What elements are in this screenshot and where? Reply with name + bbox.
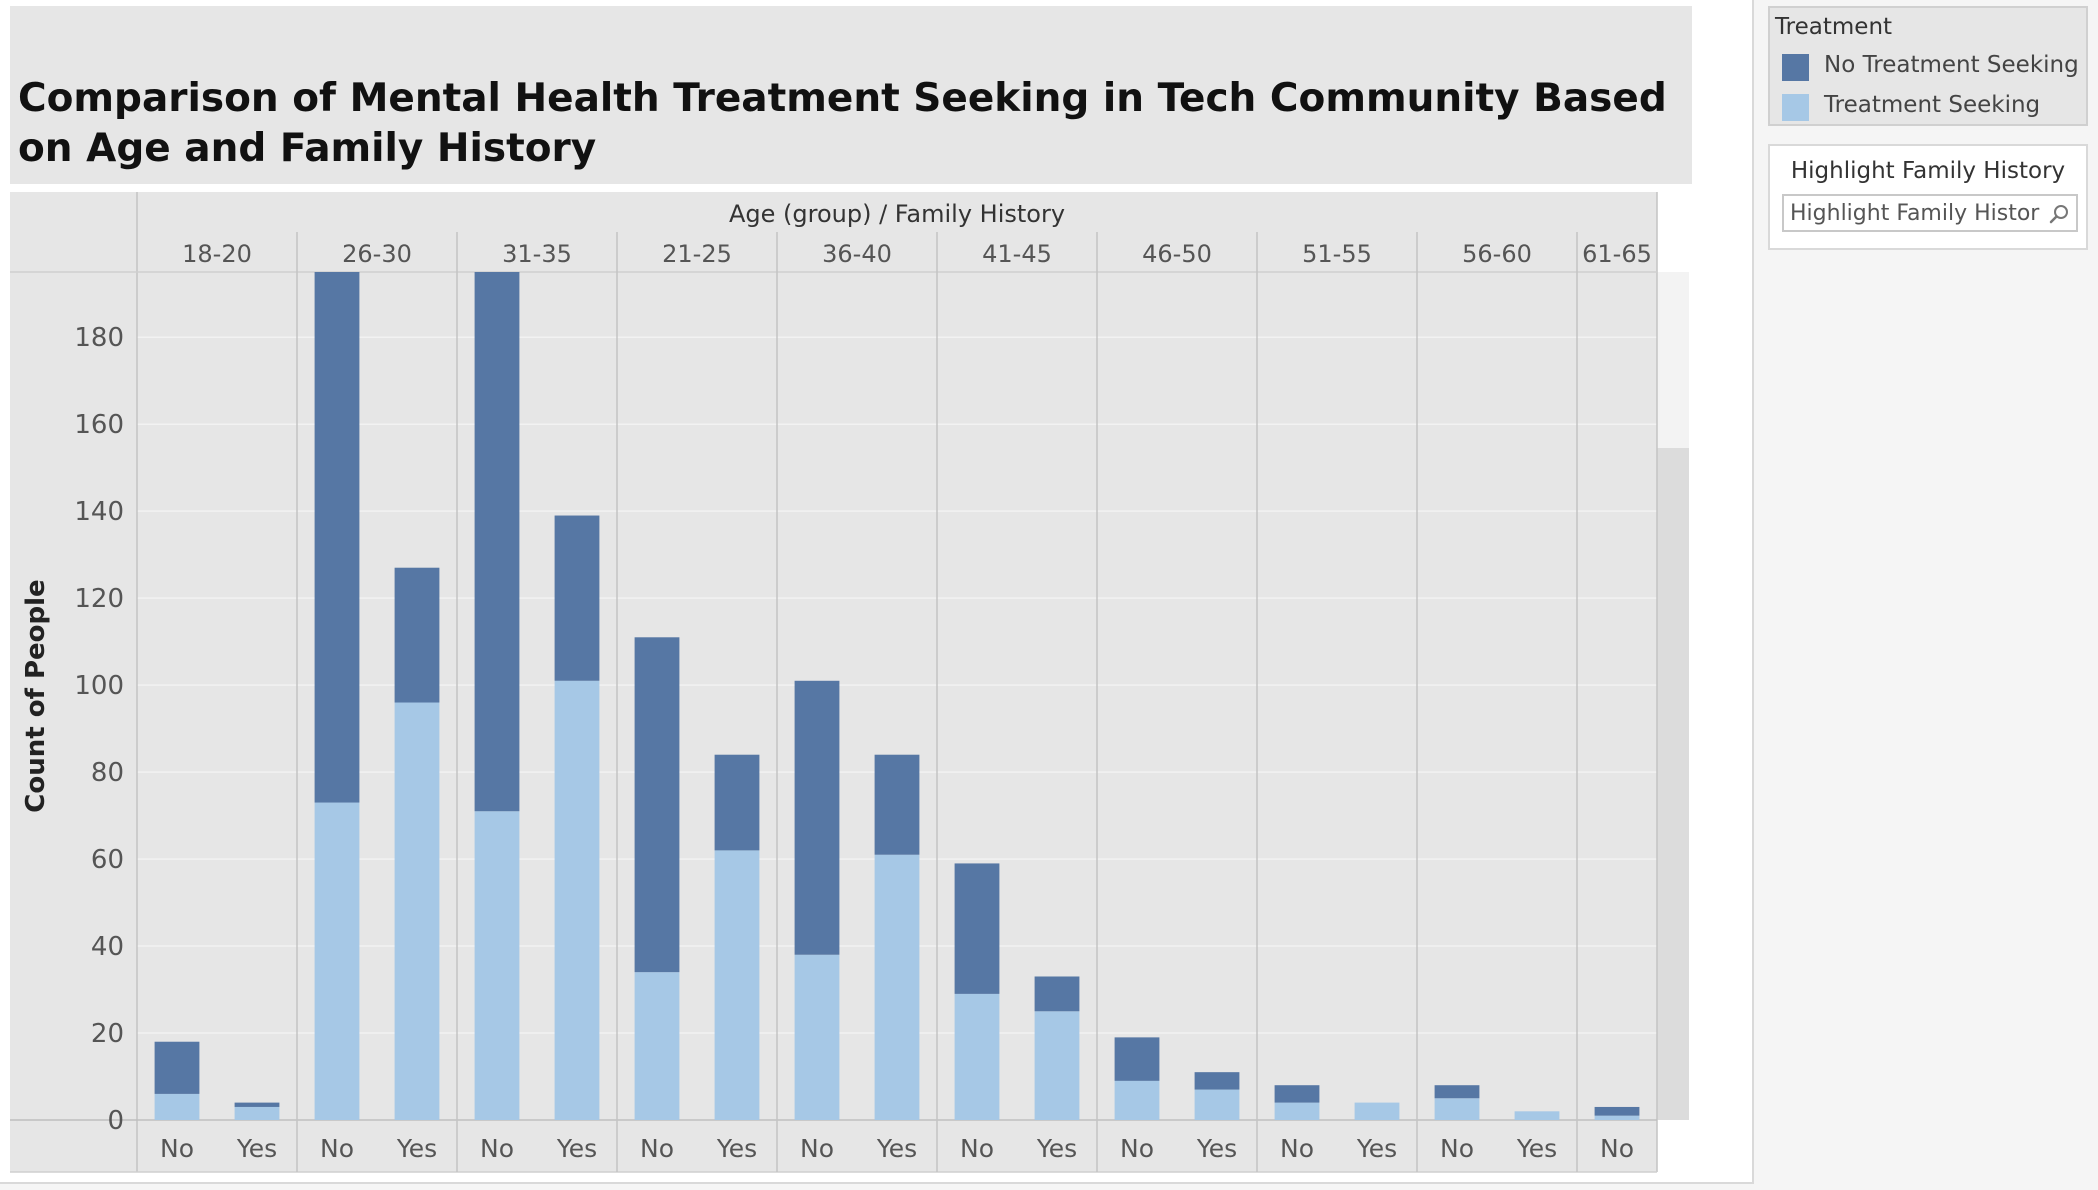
sub-label: No — [320, 1134, 354, 1163]
group-label: 18-20 — [182, 240, 252, 268]
search-icon[interactable] — [2048, 203, 2070, 225]
highlight-search-input[interactable] — [1790, 199, 2040, 227]
header-label: Age (group) / Family History — [729, 200, 1065, 228]
sub-label: No — [640, 1134, 674, 1163]
y-tick-label: 40 — [91, 932, 124, 962]
legend-swatch — [1782, 94, 1809, 121]
bar-no-treatment-seeking — [474, 272, 520, 812]
sub-label: Yes — [236, 1134, 277, 1163]
bar-treatment-seeking — [474, 811, 520, 1120]
bar-no-treatment-seeking — [154, 1041, 200, 1094]
bar-no-treatment-seeking — [1434, 1085, 1480, 1099]
bar-treatment-seeking — [1514, 1111, 1560, 1120]
bar-no-treatment-seeking — [1114, 1037, 1160, 1081]
sub-label: No — [800, 1134, 834, 1163]
sub-label: No — [1440, 1134, 1474, 1163]
y-tick-label: 60 — [91, 845, 124, 875]
legend-label: Treatment Seeking — [1824, 92, 2041, 118]
bar-no-treatment-seeking — [1194, 1072, 1240, 1090]
highlight-search-box[interactable] — [1782, 194, 2078, 232]
bar-no-treatment-seeking — [314, 272, 360, 803]
sub-label: Yes — [396, 1134, 437, 1163]
group-label: 41-45 — [982, 240, 1052, 268]
group-label: 26-30 — [342, 240, 412, 268]
bar-no-treatment-seeking — [1034, 976, 1080, 1012]
bar-no-treatment-seeking — [794, 680, 840, 955]
legend-swatch — [1782, 54, 1809, 81]
bar-treatment-seeking — [1594, 1115, 1640, 1120]
title-box: Comparison of Mental Health Treatment Se… — [10, 6, 1692, 184]
bar-no-treatment-seeking — [394, 567, 440, 703]
group-label: 21-25 — [662, 240, 732, 268]
y-tick-label: 180 — [74, 323, 124, 353]
bar-treatment-seeking — [1434, 1098, 1480, 1120]
bar-treatment-seeking — [794, 954, 840, 1120]
scroll-track — [1657, 272, 1689, 448]
bar-treatment-seeking — [394, 702, 440, 1120]
y-tick-label: 160 — [74, 410, 124, 440]
chart-area: Age (group) / Family History 0 20 40 60 80 100… — [10, 192, 1689, 1173]
scrollbar-thumb — [1657, 448, 1689, 1120]
legend-label: No Treatment Seeking — [1824, 52, 2079, 78]
group-label: 61-65 — [1582, 240, 1652, 268]
bar-treatment-seeking — [154, 1093, 200, 1120]
y-tick-label: 0 — [107, 1106, 124, 1136]
bar-treatment-seeking — [1194, 1089, 1240, 1120]
y-tick-label: 80 — [91, 758, 124, 788]
group-label: 46-50 — [1142, 240, 1212, 268]
highlight-title: Highlight Family History — [1790, 158, 2066, 184]
bar-treatment-seeking — [554, 680, 600, 1120]
highlight-family-history-panel: Highlight Family History — [1768, 144, 2088, 250]
sub-label: Yes — [876, 1134, 917, 1163]
group-label: 56-60 — [1462, 240, 1532, 268]
sub-label: Yes — [1516, 1134, 1557, 1163]
y-axis-label: Count of People — [21, 579, 51, 812]
sub-label: No — [960, 1134, 994, 1163]
bar-treatment-seeking — [714, 850, 760, 1120]
bar-treatment-seeking — [1274, 1102, 1320, 1120]
bar-treatment-seeking — [874, 854, 920, 1120]
bar-no-treatment-seeking — [714, 754, 760, 851]
y-tick-label: 120 — [74, 584, 124, 614]
group-label: 31-35 — [502, 240, 572, 268]
bar-no-treatment-seeking — [1274, 1085, 1320, 1103]
bar-no-treatment-seeking — [1594, 1106, 1640, 1116]
sub-label: Yes — [1036, 1134, 1077, 1163]
sub-label: Yes — [716, 1134, 757, 1163]
legend: Treatment No Treatment Seeking Treatment… — [1768, 6, 2088, 126]
legend-title: Treatment — [1775, 14, 1893, 40]
bar-no-treatment-seeking — [874, 754, 920, 855]
bar-treatment-seeking — [1354, 1102, 1400, 1120]
bar-no-treatment-seeking — [234, 1102, 280, 1107]
chart-title: Comparison of Mental Health Treatment Se… — [18, 76, 1667, 171]
bar-treatment-seeking — [314, 802, 360, 1120]
group-label: 36-40 — [822, 240, 892, 268]
sub-label: No — [160, 1134, 194, 1163]
sub-label: No — [480, 1134, 514, 1163]
bar-treatment-seeking — [1114, 1080, 1160, 1120]
bar-no-treatment-seeking — [634, 637, 680, 973]
bar-no-treatment-seeking — [954, 863, 1000, 994]
sub-label: Yes — [1196, 1134, 1237, 1163]
y-tick-label: 140 — [74, 497, 124, 527]
y-tick-label: 100 — [74, 671, 124, 701]
sub-label: No — [1120, 1134, 1154, 1163]
dashboard: Comparison of Mental Health Treatment Se… — [0, 0, 1754, 1184]
sub-label: No — [1600, 1134, 1634, 1163]
sub-label: Yes — [1356, 1134, 1397, 1163]
bar-treatment-seeking — [634, 972, 680, 1120]
group-label: 51-55 — [1302, 240, 1372, 268]
bar-treatment-seeking — [234, 1106, 280, 1120]
sub-label: Yes — [556, 1134, 597, 1163]
sub-label: No — [1280, 1134, 1314, 1163]
bar-no-treatment-seeking — [554, 515, 600, 681]
y-tick-label: 20 — [91, 1019, 124, 1049]
bar-treatment-seeking — [1034, 1011, 1080, 1120]
bar-treatment-seeking — [954, 993, 1000, 1120]
